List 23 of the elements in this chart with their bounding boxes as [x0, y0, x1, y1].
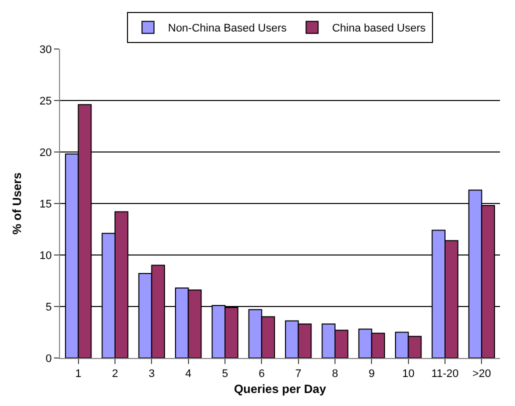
x-tick-label: 3 [148, 368, 155, 380]
y-tick-label: 30 [40, 44, 52, 56]
x-tick-label: 9 [368, 368, 375, 380]
x-tick-label: 2 [112, 368, 118, 380]
y-tick-label: 20 [40, 146, 52, 159]
y-axis-title: % of Users [10, 172, 24, 235]
x-tick-label: 11-20 [431, 368, 459, 380]
x-axis-title: Queries per Day [234, 382, 326, 396]
legend-label: Non-China Based Users [168, 22, 288, 35]
y-tick-label: 25 [40, 95, 52, 108]
x-tick-label: 8 [332, 368, 338, 380]
legend-label: China based Users [332, 22, 426, 35]
x-tick-label: 1 [75, 368, 82, 380]
x-tick-label: 6 [258, 368, 265, 380]
x-tick-label: 7 [295, 368, 302, 380]
y-tick-label: 0 [46, 352, 52, 365]
x-tick-label: 4 [185, 368, 192, 380]
y-tick-label: 10 [40, 250, 52, 262]
y-tick-label: 5 [46, 301, 52, 314]
x-tick-label: 5 [222, 368, 228, 380]
x-tick-label: >20 [472, 368, 492, 380]
y-tick-label: 15 [40, 198, 52, 210]
x-tick-label: 10 [402, 368, 414, 380]
